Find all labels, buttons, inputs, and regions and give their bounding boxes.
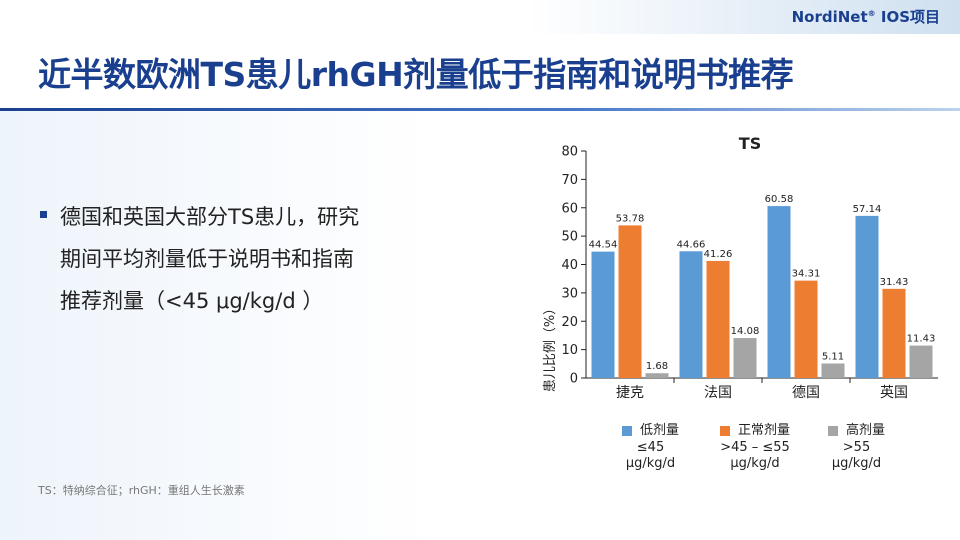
slide-title: 近半数欧洲TS患儿rhGH剂量低于指南和说明书推荐 — [38, 55, 794, 94]
bar — [733, 338, 757, 378]
legend-unit-high: μg/kg/d — [831, 455, 882, 471]
x-tick-label: 英国 — [880, 384, 908, 401]
data-label: 34.31 — [792, 269, 821, 280]
bar — [821, 363, 845, 378]
bar — [706, 260, 730, 378]
bar — [767, 206, 791, 378]
footnote: TS：特纳综合征；rhGH：重组人生长激素 — [38, 484, 245, 497]
bullet-line-3: 推荐剂量（<45 μg/kg/d ） — [60, 289, 324, 313]
data-label: 11.43 — [907, 334, 936, 345]
bullet-point: 德国和英国大部分TS患儿，研究 期间平均剂量低于说明书和指南 推荐剂量（<45 … — [40, 196, 410, 322]
data-label: 5.11 — [822, 352, 844, 363]
bar — [855, 215, 879, 378]
bullet-square-icon — [40, 211, 47, 218]
legend-name-normal: 正常剂量 — [738, 423, 791, 438]
data-label: 53.78 — [616, 213, 645, 224]
legend-range-high: >55 — [842, 439, 871, 455]
bar — [794, 280, 818, 378]
legend-swatch-low — [622, 426, 632, 436]
bar — [591, 251, 615, 378]
x-tick-label: 捷克 — [616, 385, 644, 401]
legend-name-low: 低剂量 — [640, 423, 680, 438]
legend-unit-low: μg/kg/d — [625, 455, 676, 471]
bar — [645, 373, 669, 378]
legend-item-low: 低剂量 ≤45 μg/kg/d — [622, 423, 679, 472]
legend-unit-normal: μg/kg/d — [730, 455, 780, 471]
legend-swatch-high — [828, 426, 838, 436]
x-tick-label: 法国 — [704, 385, 732, 401]
y-axis-label: 患儿比例（%） — [543, 302, 558, 392]
x-tick-label: 德国 — [792, 385, 820, 401]
brand-name: NordiNet — [791, 8, 868, 26]
bar — [909, 345, 933, 378]
header-band — [0, 0, 960, 34]
y-tick-label: 40 — [561, 258, 578, 273]
legend-range-low: ≤45 — [636, 439, 665, 455]
bullet-line-2: 期间平均剂量低于说明书和指南 — [60, 247, 354, 271]
legend-swatch-normal — [720, 426, 730, 436]
data-label: 31.43 — [880, 277, 909, 288]
bullet-line-1: 德国和英国大部分TS患儿，研究 — [60, 205, 360, 229]
brand-registered-mark: ® — [867, 9, 876, 18]
data-label: 41.26 — [704, 249, 733, 260]
data-label: 57.14 — [853, 204, 882, 215]
bar — [679, 251, 703, 378]
data-label: 14.08 — [731, 326, 760, 337]
chart-title: TS — [739, 134, 761, 153]
brand-suffix: IOS项目 — [875, 8, 940, 26]
bar-chart: TS 患儿比例（%） 0 10 20 30 40 50 60 70 80 44.54 53.78 1.… — [534, 127, 948, 427]
y-tick-label: 30 — [561, 286, 578, 301]
y-tick-label: 60 — [561, 201, 578, 216]
chart-container: TS 患儿比例（%） 0 10 20 30 40 50 60 70 80 44.54 53.78 1.… — [534, 127, 948, 532]
bar — [882, 288, 906, 378]
y-tick-label: 20 — [561, 315, 578, 330]
data-label: 44.66 — [677, 239, 706, 250]
y-tick-label: 80 — [561, 145, 578, 160]
title-divider — [0, 108, 960, 111]
data-label: 60.58 — [765, 194, 794, 205]
y-tick-label: 0 — [570, 372, 578, 387]
legend-item-normal: 正常剂量 >45 – ≤55 μg/kg/d — [720, 423, 790, 472]
data-label: 44.54 — [589, 240, 618, 251]
y-tick-label: 70 — [561, 173, 578, 188]
brand-label: NordiNet® IOS项目 — [792, 6, 940, 27]
legend-item-high: 高剂量 >55 μg/kg/d — [828, 423, 885, 472]
y-tick-label: 50 — [561, 230, 578, 245]
legend-name-high: 高剂量 — [846, 423, 886, 438]
y-tick-label: 10 — [561, 343, 578, 358]
data-label: 1.68 — [646, 361, 668, 372]
bar — [618, 225, 642, 378]
legend-range-normal: >45 – ≤55 — [720, 439, 790, 455]
